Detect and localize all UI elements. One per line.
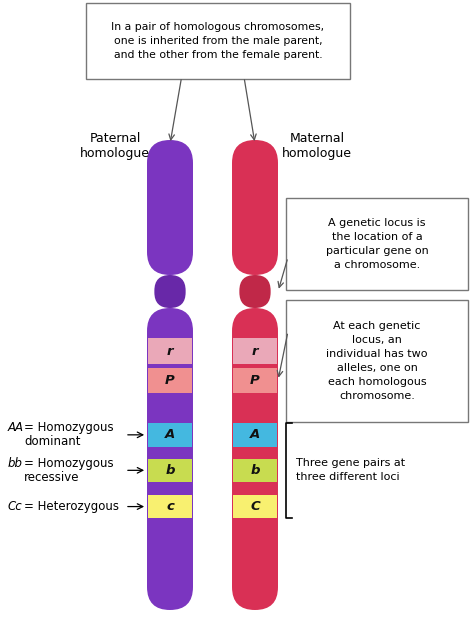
Text: A: A	[165, 428, 175, 441]
FancyBboxPatch shape	[86, 3, 350, 79]
Text: A genetic locus is
the location of a
particular gene on
a chromosome.: A genetic locus is the location of a par…	[326, 218, 428, 270]
Bar	[148, 495, 192, 518]
FancyBboxPatch shape	[155, 275, 186, 308]
FancyBboxPatch shape	[232, 140, 278, 275]
Text: Cc: Cc	[8, 500, 23, 513]
Text: b: b	[165, 464, 175, 477]
Text: c: c	[166, 500, 174, 513]
Bar	[148, 459, 192, 482]
Bar	[233, 495, 277, 518]
FancyBboxPatch shape	[286, 198, 468, 290]
Text: = Homozygous: = Homozygous	[24, 457, 114, 470]
Bar	[148, 338, 192, 364]
Text: C: C	[250, 500, 260, 513]
Text: = Heterozygous: = Heterozygous	[24, 500, 119, 513]
Text: P: P	[250, 374, 260, 387]
FancyBboxPatch shape	[239, 275, 271, 308]
Text: Three gene pairs at
three different loci: Three gene pairs at three different loci	[296, 458, 405, 482]
Bar	[148, 368, 192, 392]
Text: Maternal
homologue: Maternal homologue	[282, 132, 352, 160]
Bar	[233, 368, 277, 392]
Text: A: A	[250, 428, 260, 441]
Text: r: r	[252, 344, 258, 357]
Text: b: b	[250, 464, 260, 477]
Bar	[233, 459, 277, 482]
Text: recessive: recessive	[24, 471, 80, 484]
Bar	[233, 338, 277, 364]
FancyBboxPatch shape	[286, 300, 468, 422]
Text: r: r	[167, 344, 173, 357]
Bar	[148, 423, 192, 447]
FancyBboxPatch shape	[147, 140, 193, 275]
Bar	[233, 423, 277, 447]
FancyBboxPatch shape	[232, 308, 278, 610]
Text: = Homozygous: = Homozygous	[24, 421, 114, 434]
Text: In a pair of homologous chromosomes,
one is inherited from the male parent,
and : In a pair of homologous chromosomes, one…	[111, 22, 325, 60]
Text: At each genetic
locus, an
individual has two
alleles, one on
each homologous
chr: At each genetic locus, an individual has…	[326, 321, 428, 401]
Text: bb: bb	[8, 457, 23, 470]
Text: dominant: dominant	[24, 436, 81, 449]
Text: P: P	[165, 374, 175, 387]
FancyBboxPatch shape	[147, 308, 193, 610]
Text: Paternal
homologue: Paternal homologue	[80, 132, 150, 160]
Text: AA: AA	[8, 421, 24, 434]
